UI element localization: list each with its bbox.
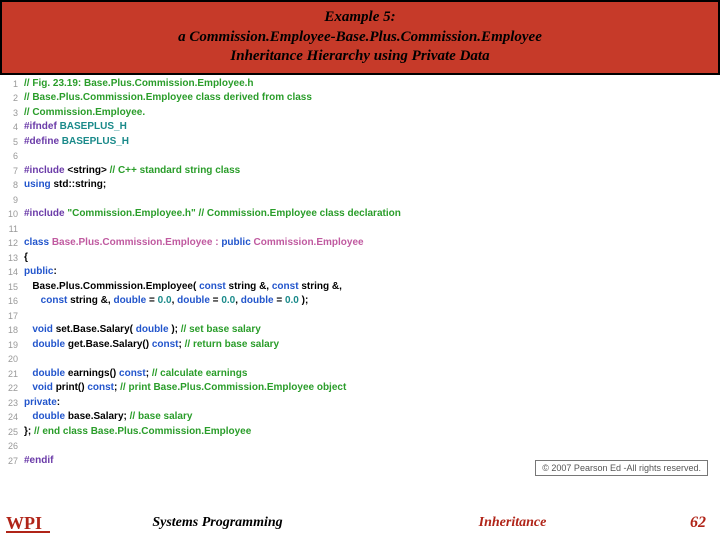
code-content: public: — [24, 265, 57, 280]
line-number: 12 — [4, 236, 24, 251]
code-line: 15 Base.Plus.Commission.Employee( const … — [4, 280, 716, 295]
line-number: 16 — [4, 294, 24, 309]
line-number: 2 — [4, 91, 24, 106]
code-line: 21 double earnings() const; // calculate… — [4, 367, 716, 382]
code-content: class Base.Plus.Commission.Employee : pu… — [24, 236, 364, 251]
code-content: const string &, double = 0.0, double = 0… — [24, 294, 308, 309]
code-line: 6 — [4, 149, 716, 164]
line-number: 7 — [4, 164, 24, 179]
line-number: 18 — [4, 323, 24, 338]
slide-footer: WPI Systems Programming Inheritance 62 — [0, 506, 720, 540]
code-line: 17 — [4, 309, 716, 324]
page-number: 62 — [660, 514, 720, 532]
code-line: 5#define BASEPLUS_H — [4, 135, 716, 150]
code-line: 12class Base.Plus.Commission.Employee : … — [4, 236, 716, 251]
code-content: private: — [24, 396, 60, 411]
code-line: 3// Commission.Employee. — [4, 106, 716, 121]
line-number: 15 — [4, 280, 24, 295]
line-number: 21 — [4, 367, 24, 382]
svg-text:WPI: WPI — [6, 513, 42, 533]
code-line: 1// Fig. 23.19: Base.Plus.Commission.Emp… — [4, 77, 716, 92]
copyright-notice: © 2007 Pearson Ed -All rights reserved. — [535, 460, 708, 476]
line-number: 9 — [4, 193, 24, 208]
code-content: #define BASEPLUS_H — [24, 135, 129, 150]
code-content: double get.Base.Salary() const; // retur… — [24, 338, 279, 353]
line-number: 25 — [4, 425, 24, 440]
code-content: // Commission.Employee. — [24, 106, 145, 121]
line-number: 22 — [4, 381, 24, 396]
code-line: 9 — [4, 193, 716, 208]
slide-header: Example 5: a Commission.Employee-Base.Pl… — [0, 0, 720, 75]
code-line: 25}; // end class Base.Plus.Commission.E… — [4, 425, 716, 440]
line-number: 20 — [4, 352, 24, 367]
code-content: void print() const; // print Base.Plus.C… — [24, 381, 346, 396]
code-content: Base.Plus.Commission.Employee( const str… — [24, 280, 342, 295]
line-number: 8 — [4, 178, 24, 193]
code-line: 13{ — [4, 251, 716, 266]
code-line: 26 — [4, 439, 716, 454]
code-content: void set.Base.Salary( double ); // set b… — [24, 323, 261, 338]
code-content: #ifndef BASEPLUS_H — [24, 120, 127, 135]
code-line: 14public: — [4, 265, 716, 280]
wpi-logo: WPI — [0, 511, 70, 535]
line-number: 27 — [4, 454, 24, 469]
code-content: #include "Commission.Employee.h" // Comm… — [24, 207, 401, 222]
code-line: 19 double get.Base.Salary() const; // re… — [4, 338, 716, 353]
line-number: 11 — [4, 222, 24, 237]
code-line: 22 void print() const; // print Base.Plu… — [4, 381, 716, 396]
code-content: double base.Salary; // base salary — [24, 410, 192, 425]
line-number: 26 — [4, 439, 24, 454]
code-content: #endif — [24, 454, 53, 469]
code-listing: 1// Fig. 23.19: Base.Plus.Commission.Emp… — [0, 75, 720, 469]
code-line: 4#ifndef BASEPLUS_H — [4, 120, 716, 135]
code-content: #include <string> // C++ standard string… — [24, 164, 240, 179]
code-line: 2// Base.Plus.Commission.Employee class … — [4, 91, 716, 106]
code-content: // Base.Plus.Commission.Employee class d… — [24, 91, 312, 106]
code-line: 18 void set.Base.Salary( double ); // se… — [4, 323, 716, 338]
code-line: 10#include "Commission.Employee.h" // Co… — [4, 207, 716, 222]
code-line: 7#include <string> // C++ standard strin… — [4, 164, 716, 179]
line-number: 19 — [4, 338, 24, 353]
line-number: 13 — [4, 251, 24, 266]
code-content: double earnings() const; // calculate ea… — [24, 367, 247, 382]
line-number: 24 — [4, 410, 24, 425]
code-line: 16 const string &, double = 0.0, double … — [4, 294, 716, 309]
code-content: { — [24, 251, 28, 266]
line-number: 5 — [4, 135, 24, 150]
header-line-1: Example 5: — [10, 8, 710, 28]
line-number: 10 — [4, 207, 24, 222]
code-line: 24 double base.Salary; // base salary — [4, 410, 716, 425]
footer-left-text: Systems Programming — [70, 515, 365, 531]
line-number: 17 — [4, 309, 24, 324]
line-number: 6 — [4, 149, 24, 164]
footer-mid-text: Inheritance — [365, 515, 660, 531]
code-content: // Fig. 23.19: Base.Plus.Commission.Empl… — [24, 77, 254, 92]
code-content: using std::string; — [24, 178, 106, 193]
line-number: 4 — [4, 120, 24, 135]
code-line: 11 — [4, 222, 716, 237]
line-number: 3 — [4, 106, 24, 121]
code-content: }; // end class Base.Plus.Commission.Emp… — [24, 425, 251, 440]
header-line-2: a Commission.Employee-Base.Plus.Commissi… — [10, 28, 710, 48]
code-line: 20 — [4, 352, 716, 367]
code-line: 8using std::string; — [4, 178, 716, 193]
line-number: 23 — [4, 396, 24, 411]
line-number: 14 — [4, 265, 24, 280]
code-line: 23private: — [4, 396, 716, 411]
header-line-3: Inheritance Hierarchy using Private Data — [10, 47, 710, 67]
line-number: 1 — [4, 77, 24, 92]
